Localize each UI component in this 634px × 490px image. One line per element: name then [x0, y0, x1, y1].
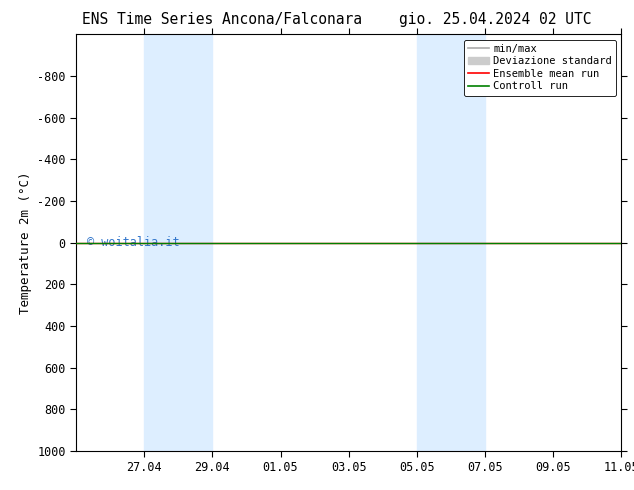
Y-axis label: Temperature 2m (°C): Temperature 2m (°C) [18, 172, 32, 314]
Bar [144, 34, 212, 451]
Bar [417, 34, 485, 451]
Text: ENS Time Series Ancona/Falconara: ENS Time Series Ancona/Falconara [82, 12, 363, 27]
Text: © woitalia.it: © woitalia.it [87, 236, 179, 249]
Text: gio. 25.04.2024 02 UTC: gio. 25.04.2024 02 UTC [399, 12, 592, 27]
Legend: min/max, Deviazione standard, Ensemble mean run, Controll run: min/max, Deviazione standard, Ensemble m… [464, 40, 616, 96]
